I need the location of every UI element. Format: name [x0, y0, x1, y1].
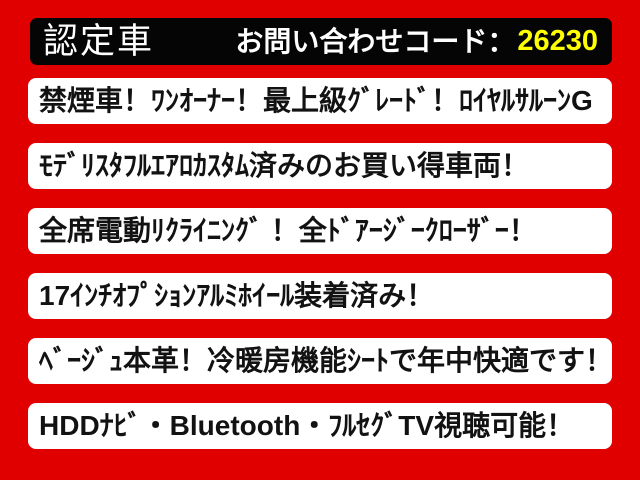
feature-banner-text: ﾓﾃﾞﾘｽﾀﾌﾙｴｱﾛｶｽﾀﾑ済みのお買い得車両！ [39, 150, 530, 181]
feature-banner-text: 禁煙車！ﾜﾝｵｰﾅｰ！最上級ｸﾞﾚｰﾄﾞ！ﾛｲﾔﾙｻﾙｰﾝG [39, 85, 593, 116]
feature-banner-list: 禁煙車！ﾜﾝｵｰﾅｰ！最上級ｸﾞﾚｰﾄﾞ！ﾛｲﾔﾙｻﾙｰﾝG ﾓﾃﾞﾘｽﾀﾌﾙｴ… [28, 78, 612, 468]
header-bar: 認定車 お問い合わせコード： 26230 [30, 18, 612, 65]
feature-banner-4: 17ｲﾝﾁｵﾌﾟｼｮﾝｱﾙﾐﾎｲｰﾙ装着済み！ [28, 273, 612, 319]
feature-banner-3: 全席電動ﾘｸﾗｲﾆﾝｸﾞ ！全ﾄﾞｱｰｼﾞｰｸﾛｰｻﾞｰ！ [28, 208, 612, 254]
feature-banner-text: 全席電動ﾘｸﾗｲﾆﾝｸﾞ ！全ﾄﾞｱｰｼﾞｰｸﾛｰｻﾞｰ！ [39, 215, 537, 246]
feature-banner-text: HDDﾅﾋﾞ・Bluetooth・ﾌﾙｾｸﾞTV視聴可能！ [39, 410, 575, 441]
feature-banner-text: 17ｲﾝﾁｵﾌﾟｼｮﾝｱﾙﾐﾎｲｰﾙ装着済み！ [39, 280, 435, 311]
feature-banner-2: ﾓﾃﾞﾘｽﾀﾌﾙｴｱﾛｶｽﾀﾑ済みのお買い得車両！ [28, 143, 612, 189]
inquiry-code-label: お問い合わせコード： [235, 25, 516, 57]
certified-car-badge: 認定車 [43, 22, 155, 61]
feature-banner-5: ﾍﾞｰｼﾞｭ本革！冷暖房機能ｼｰﾄで年中快適です！ [28, 338, 612, 384]
feature-banner-text: ﾍﾞｰｼﾞｭ本革！冷暖房機能ｼｰﾄで年中快適です！ [39, 345, 612, 376]
feature-banner-6: HDDﾅﾋﾞ・Bluetooth・ﾌﾙｾｸﾞTV視聴可能！ [28, 403, 612, 449]
feature-banner-1: 禁煙車！ﾜﾝｵｰﾅｰ！最上級ｸﾞﾚｰﾄﾞ！ﾛｲﾔﾙｻﾙｰﾝG [28, 78, 612, 124]
inquiry-code-value: 26230 [517, 25, 598, 57]
inquiry-code-group: お問い合わせコード： 26230 [235, 27, 598, 56]
